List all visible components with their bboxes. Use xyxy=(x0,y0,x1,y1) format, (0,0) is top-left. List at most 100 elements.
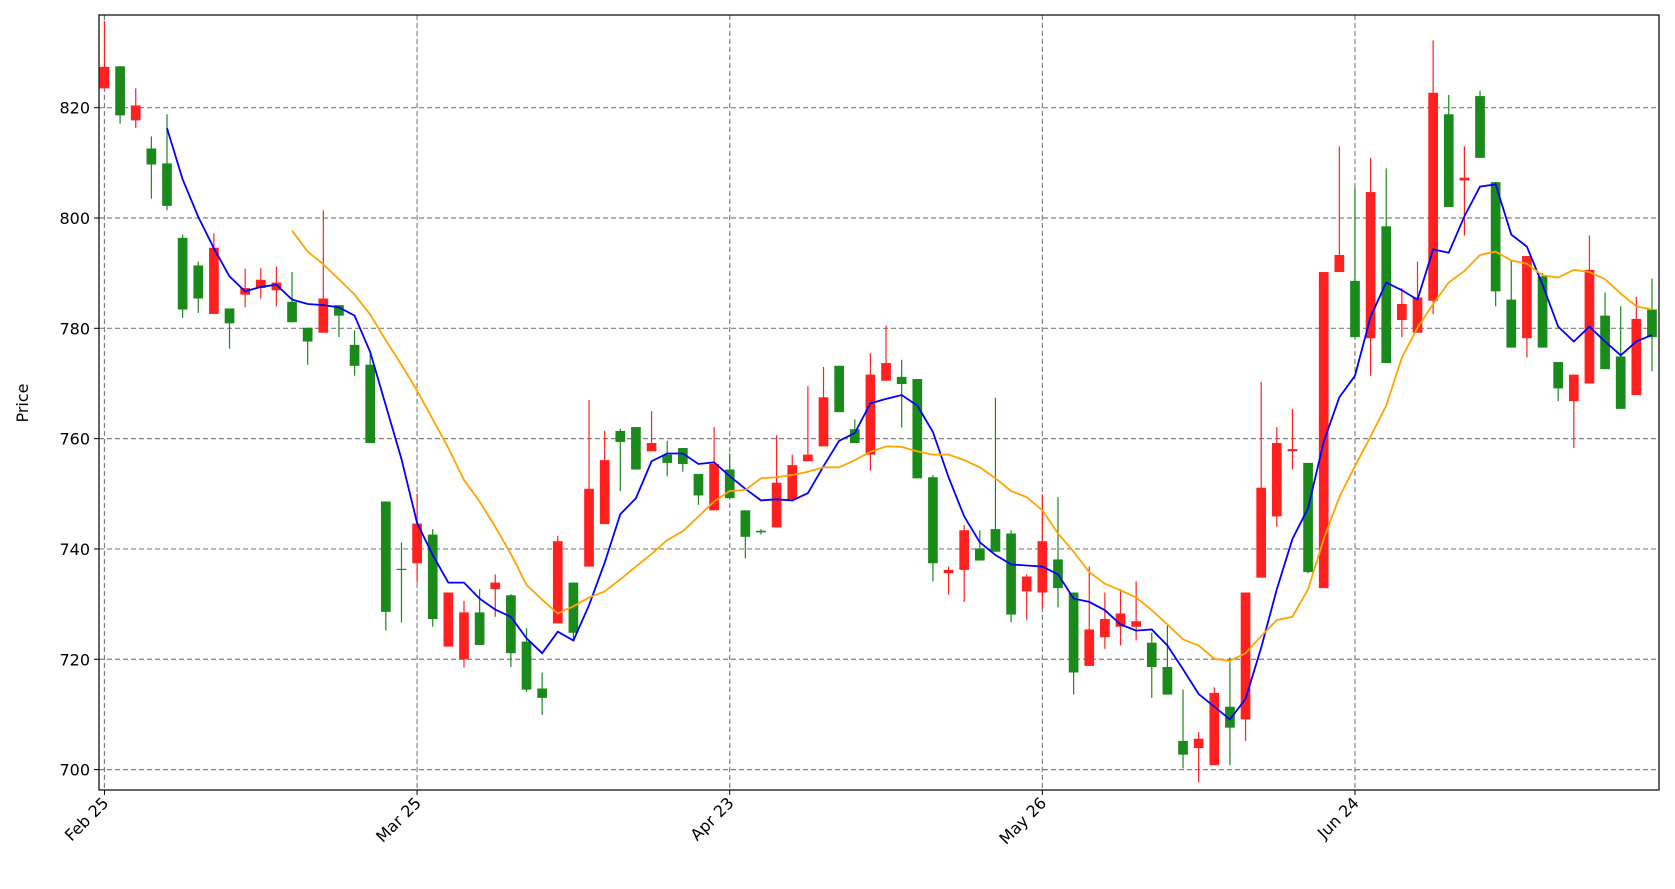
candle-body xyxy=(146,148,157,165)
candle-body xyxy=(1162,666,1173,695)
candle-body xyxy=(1365,192,1376,339)
candle-body xyxy=(255,279,266,289)
candle-body xyxy=(1459,177,1470,181)
candle-body xyxy=(1490,182,1501,292)
candle-body xyxy=(474,612,485,645)
candle-body xyxy=(1021,576,1032,592)
moving-average-line xyxy=(291,230,1653,662)
y-tick-label: 800 xyxy=(59,209,90,228)
candle-body xyxy=(1084,629,1095,666)
candle-body xyxy=(1146,642,1157,667)
y-tick-label: 820 xyxy=(59,99,90,118)
candle-body xyxy=(1553,361,1564,389)
candle-body xyxy=(224,308,235,324)
candle-body xyxy=(646,443,657,452)
candle-body xyxy=(1381,226,1392,364)
candle-body xyxy=(693,473,704,496)
y-tick-label: 760 xyxy=(59,430,90,449)
candle-body xyxy=(677,448,688,465)
candle-body xyxy=(365,364,376,444)
y-tick-label: 780 xyxy=(59,319,90,338)
candle-body xyxy=(615,430,626,442)
candle-body xyxy=(584,488,594,567)
candle-body xyxy=(1631,318,1642,396)
candle-body xyxy=(1303,462,1313,573)
candle-body xyxy=(396,568,407,571)
candle-body xyxy=(1318,272,1329,589)
candle-body xyxy=(1287,449,1298,452)
candle-body xyxy=(1131,621,1141,627)
x-tick-label: May 26 xyxy=(995,793,1050,848)
candle-body xyxy=(490,582,501,590)
candle-body xyxy=(849,429,860,444)
candle-body xyxy=(380,501,391,612)
candle-body xyxy=(1006,533,1016,615)
x-tick-label: Feb 25 xyxy=(61,793,112,844)
x-tick-label: Jun 24 xyxy=(1313,793,1363,843)
candle-body xyxy=(459,612,469,660)
candle-body xyxy=(928,477,938,564)
candle-body xyxy=(756,530,766,533)
x-tick-label: Mar 25 xyxy=(372,793,425,846)
candle-body xyxy=(631,427,641,470)
candle-body xyxy=(349,344,360,366)
candle-body xyxy=(599,460,610,525)
candle-body xyxy=(912,379,923,479)
candle-body xyxy=(803,454,813,462)
candle-body xyxy=(302,327,313,342)
candle-body xyxy=(865,374,876,455)
candle-body xyxy=(724,469,735,499)
candle-body xyxy=(162,163,172,206)
candle-body xyxy=(881,363,891,381)
y-axis-label: Price xyxy=(13,383,32,422)
candle-body xyxy=(974,548,985,561)
candle-body xyxy=(287,301,297,323)
candle-body xyxy=(1537,276,1548,348)
candle-body xyxy=(1615,356,1626,409)
candle-body xyxy=(896,376,907,385)
candle-body xyxy=(568,582,579,633)
candle-body xyxy=(1271,443,1282,517)
candle-body xyxy=(1068,592,1079,673)
candle-body xyxy=(99,66,110,89)
moving-average-line xyxy=(166,127,1653,721)
candle-body xyxy=(1225,706,1235,728)
candle-body xyxy=(1115,613,1126,627)
candle-body xyxy=(209,247,219,314)
candle-body xyxy=(787,465,798,500)
candle-body xyxy=(443,592,454,647)
candle-body xyxy=(412,523,422,564)
candle-body xyxy=(959,530,970,570)
candle-body xyxy=(1428,92,1438,301)
candle-body xyxy=(662,454,673,463)
candle-body xyxy=(271,282,282,291)
candle-body xyxy=(1397,304,1407,321)
candle-body xyxy=(990,529,1001,552)
candle-body xyxy=(1209,692,1220,766)
candle-body xyxy=(1334,254,1345,273)
candle-body xyxy=(1506,299,1517,348)
candle-body xyxy=(1475,96,1485,158)
plot-frame xyxy=(98,14,1660,791)
y-tick-label: 700 xyxy=(59,761,90,780)
candle-body xyxy=(1240,592,1251,720)
candle-body xyxy=(427,534,438,620)
candle-body xyxy=(1100,619,1110,638)
candle-body xyxy=(771,482,782,528)
candle-body xyxy=(506,595,516,654)
x-tick-label: Apr 23 xyxy=(687,793,738,844)
candle-body xyxy=(943,569,954,574)
candle-body xyxy=(521,641,532,690)
candle-body xyxy=(1178,740,1188,755)
candle-body xyxy=(1256,487,1267,578)
candle-body xyxy=(1350,280,1360,338)
y-tick-label: 740 xyxy=(59,540,90,559)
candle-body xyxy=(193,265,204,299)
candle-body xyxy=(740,510,751,537)
candle-body xyxy=(1522,256,1532,339)
candle-body xyxy=(177,237,188,310)
candle-body xyxy=(537,688,547,698)
candle-body xyxy=(1568,374,1579,402)
